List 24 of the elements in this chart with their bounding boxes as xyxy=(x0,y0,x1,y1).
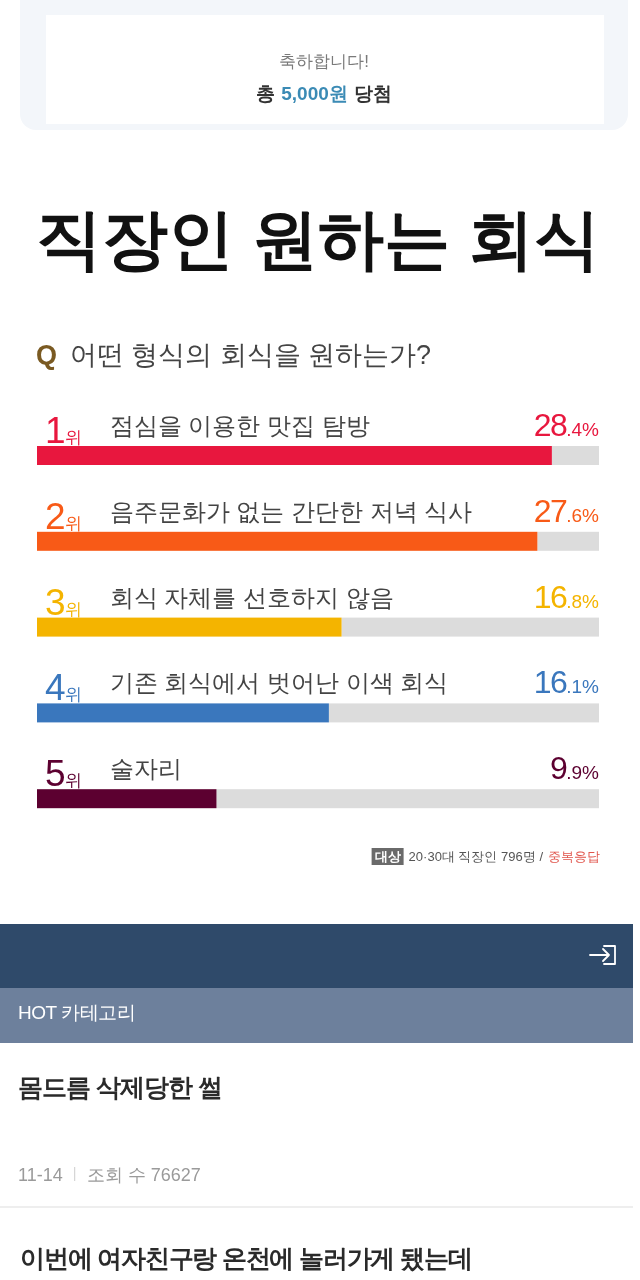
category-label: 2위 음주문화가 없는 간단한 저녁 식사 xyxy=(45,495,473,537)
value-label: 16.8% xyxy=(533,578,599,615)
title: 직장인 원하는 회식 xyxy=(35,202,601,276)
annotation: HOT 카테고리 xyxy=(18,1002,136,1023)
annotation: 중복응답 xyxy=(548,849,600,864)
subtitle: Q 어떤 형식의 회식을 원하는가? xyxy=(36,340,432,370)
value-label: 9.9% xyxy=(549,750,599,787)
value-label: 16.1% xyxy=(533,664,599,701)
category-label: 5위 술자리 xyxy=(45,753,182,795)
category-label: 1위 점심을 이용한 맛집 탐방 xyxy=(45,410,370,451)
annotation: 축하합니다! xyxy=(279,52,369,71)
annotation: 총 xyxy=(256,83,276,104)
annotation: 20·30대 직장인 796명 / xyxy=(408,849,543,864)
annotation: 조회 수 76627 xyxy=(86,1165,201,1185)
category-label: 3위 회식 자체를 선호하지 않음 xyxy=(45,581,394,623)
annotation: 5,000원 xyxy=(281,83,348,104)
annotation: 당첨 xyxy=(353,83,392,104)
category-label: 4위 기존 회식에서 벗어난 이색 회식 xyxy=(45,667,449,709)
annotation: 이번에 여자친구랑 온천에 놀러가게 됐는데 xyxy=(20,1244,472,1272)
annotation: 11-14 xyxy=(18,1165,63,1185)
value-label: 28.4% xyxy=(533,407,599,443)
value-label: 27.6% xyxy=(533,492,599,529)
annotation: 대상 xyxy=(374,849,401,864)
annotation: 몸드름 삭제당한 썰 xyxy=(18,1073,222,1101)
